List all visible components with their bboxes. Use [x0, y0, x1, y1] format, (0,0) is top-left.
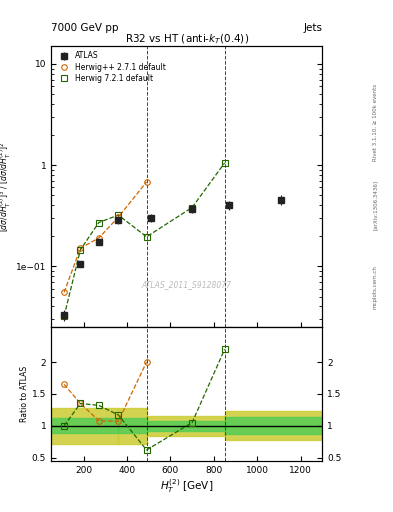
Text: 7000 GeV pp: 7000 GeV pp: [51, 23, 119, 33]
Title: R32 vs HT (anti-$k_T$(0.4)): R32 vs HT (anti-$k_T$(0.4)): [125, 32, 249, 46]
Y-axis label: $[d\sigma/dH_T^{(2)}]^3$ / $[d\sigma/dH_T^{(2)}]^2$: $[d\sigma/dH_T^{(2)}]^3$ / $[d\sigma/dH_…: [0, 141, 13, 232]
X-axis label: $H_T^{(2)}$ [GeV]: $H_T^{(2)}$ [GeV]: [160, 477, 213, 495]
Text: mcplots.cern.ch: mcplots.cern.ch: [373, 265, 378, 309]
Text: Rivet 3.1.10, ≥ 100k events: Rivet 3.1.10, ≥ 100k events: [373, 84, 378, 161]
Text: ATLAS_2011_S9128077: ATLAS_2011_S9128077: [141, 281, 232, 289]
Legend: ATLAS, Herwig++ 2.7.1 default, Herwig 7.2.1 default: ATLAS, Herwig++ 2.7.1 default, Herwig 7.…: [55, 50, 167, 84]
Text: Jets: Jets: [303, 23, 322, 33]
Y-axis label: Ratio to ATLAS: Ratio to ATLAS: [20, 366, 29, 422]
Text: [arXiv:1306.3436]: [arXiv:1306.3436]: [373, 180, 378, 230]
